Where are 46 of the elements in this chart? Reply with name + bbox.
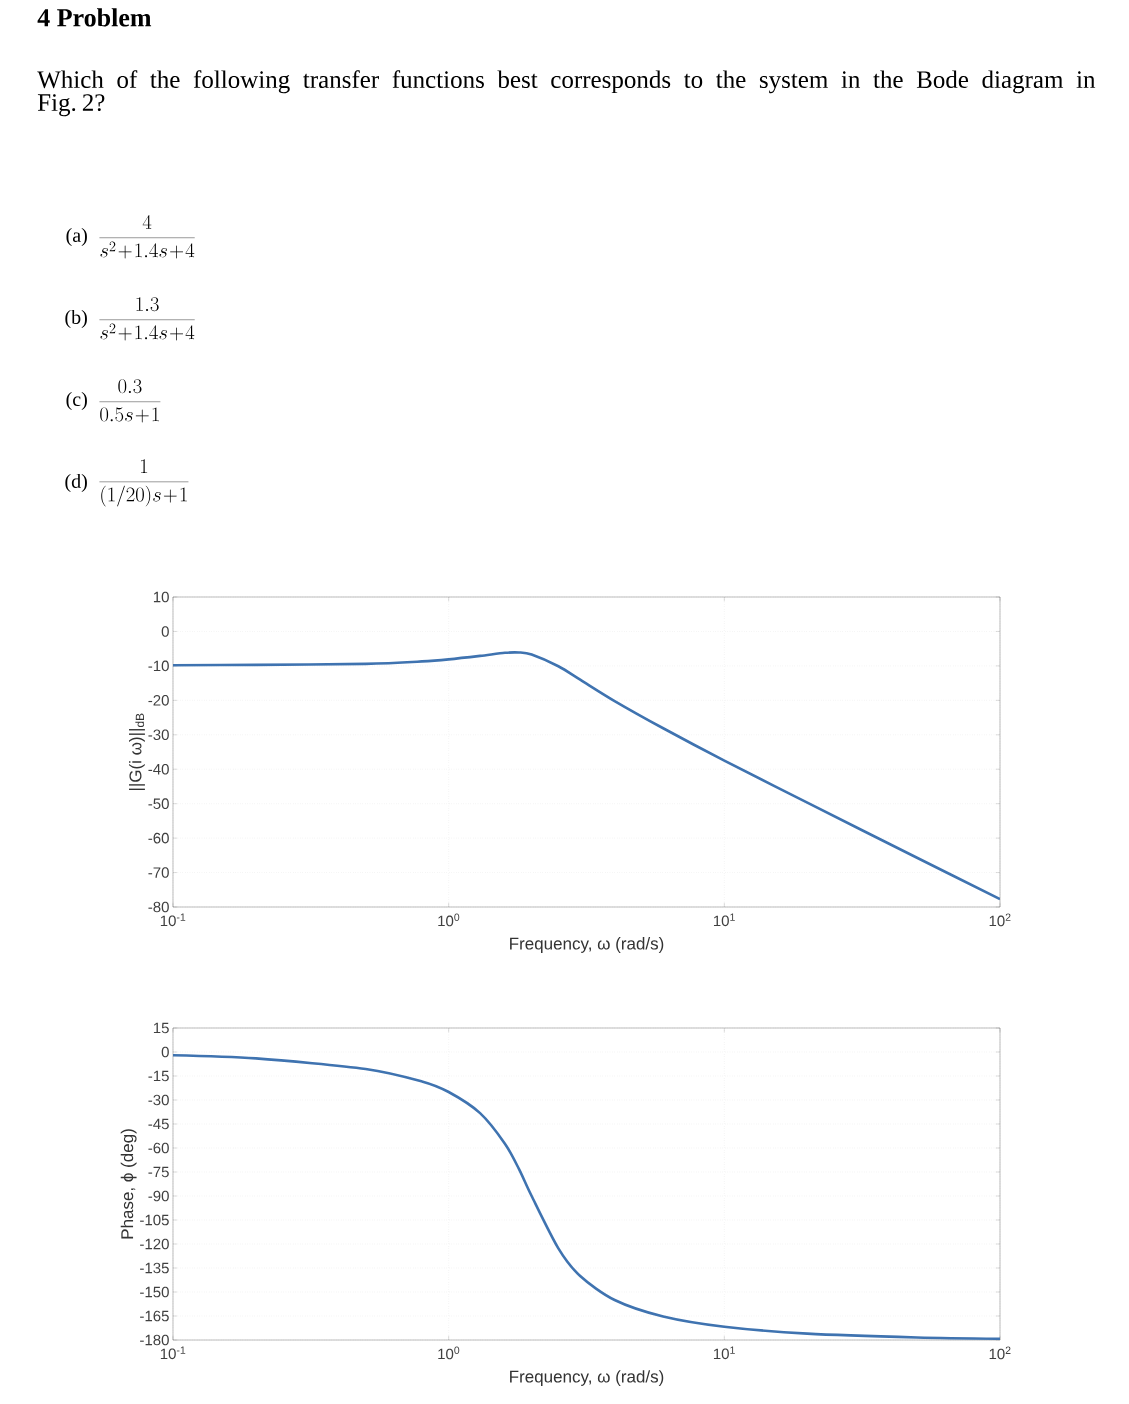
y-tick-label: -80 [148, 901, 169, 913]
y-tick-label: -105 [140, 1214, 169, 1226]
text: (c) [66, 391, 87, 411]
x-tick-label: 10$^{2}$ [989, 1346, 1011, 1360]
text: $\frac{1}{(1/20)s\!+\!1}$ [99, 459, 189, 507]
y-tick-label: -40 [148, 763, 169, 775]
y-tick-label: -180 [140, 1334, 169, 1346]
y-axis-title: Phase, ϕ (deg) [120, 1129, 137, 1239]
y-tick-label: -150 [140, 1286, 169, 1298]
text: (d) [65, 473, 87, 493]
y-tick-label: 0 [161, 1046, 169, 1058]
y-tick-label: 10 [153, 591, 169, 603]
y-tick-label: 0 [161, 626, 169, 637]
y-tick-label: -20 [148, 695, 169, 706]
y-tick-label: -50 [148, 798, 169, 809]
y-tick-label: 15 [153, 1022, 169, 1034]
x-tick-label: 10$^{0}$ [438, 1346, 460, 1360]
y-tick-label: -45 [148, 1118, 169, 1130]
text: $\frac{0.3}{0.5s\!+\!1}$ [99, 379, 161, 423]
text: (b) [65, 309, 87, 329]
x-axis-title: Frequency, ω (rad/s) [510, 1370, 664, 1386]
y-tick-label: -60 [148, 832, 169, 844]
chart-title: 4 Problem [37, 8, 152, 27]
y-tick-label: -165 [140, 1310, 169, 1322]
y-tick-label: -60 [148, 1142, 169, 1154]
text: (a) [66, 227, 87, 247]
x-tick-label: 10$^{0}$ [438, 913, 460, 927]
chart-subtitle: Which of the following transfer functions best corresponds to the system in the Bode diagram in Fig. 2? [37, 70, 1096, 117]
y-tick-label: -120 [140, 1238, 169, 1250]
x-tick-label: 10$^{2}$ [989, 913, 1011, 927]
x-tick-label: 10$^{1}$ [713, 913, 735, 927]
text: $\frac{4}{s^2\!+\!1.4s\!+\!4}$ [99, 215, 195, 259]
x-tick-label: 10$^{-1}$ [160, 913, 186, 927]
y-tick-label: -135 [140, 1262, 169, 1274]
y-tick-label: -30 [148, 1094, 169, 1106]
x-axis-title: Frequency, ω (rad/s) [510, 937, 664, 953]
y-axis-title: ||G(i ω)||$_{dB}$ [129, 713, 145, 791]
y-tick-label: -15 [148, 1070, 169, 1082]
y-tick-label: -30 [148, 729, 169, 741]
x-tick-label: 10$^{-1}$ [160, 1346, 186, 1360]
x-tick-label: 10$^{1}$ [713, 1346, 735, 1360]
text: $\frac{1.3}{s^2\!+\!1.4s\!+\!4}$ [99, 297, 195, 341]
y-tick-label: -90 [148, 1190, 169, 1202]
y-tick-label: -75 [148, 1166, 169, 1178]
y-tick-label: -10 [148, 660, 169, 672]
y-tick-label: -70 [148, 867, 169, 878]
